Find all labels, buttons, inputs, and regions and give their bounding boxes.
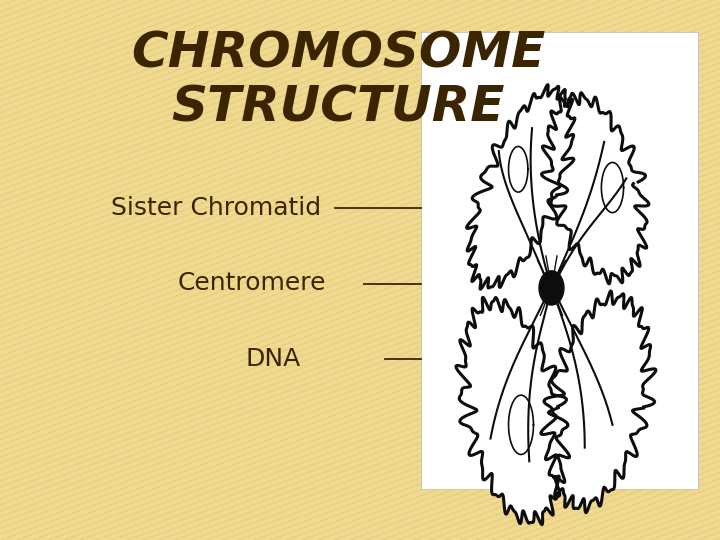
- Text: DNA: DNA: [246, 347, 301, 371]
- Ellipse shape: [539, 271, 564, 305]
- Polygon shape: [541, 93, 649, 284]
- Text: STRUCTURE: STRUCTURE: [171, 84, 505, 132]
- Text: Centromere: Centromere: [178, 272, 326, 295]
- Text: CHROMOSOME: CHROMOSOME: [131, 30, 546, 78]
- Polygon shape: [456, 298, 570, 525]
- Polygon shape: [541, 291, 656, 512]
- Bar: [421, 32, 698, 489]
- Text: Sister Chromatid: Sister Chromatid: [111, 196, 321, 220]
- Polygon shape: [467, 85, 575, 289]
